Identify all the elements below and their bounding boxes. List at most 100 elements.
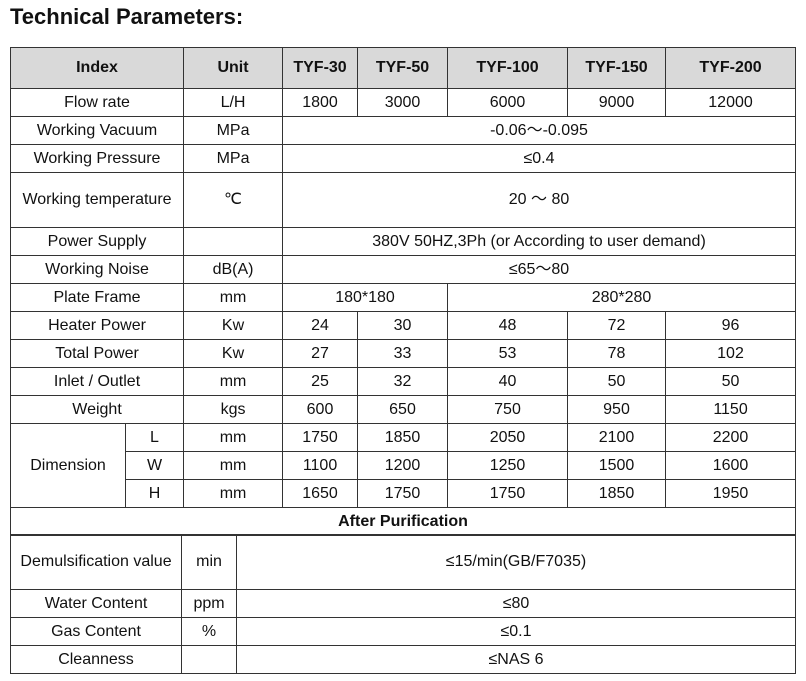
- cell: 750: [447, 395, 569, 424]
- cell: 6000: [447, 88, 569, 117]
- row: Working Vacuum MPa -0.06～-0.095: [9, 116, 797, 145]
- cell: 53: [447, 339, 569, 368]
- cell: ppm: [181, 589, 237, 618]
- cell: Working temperature: [9, 172, 185, 228]
- cell: TYF-150: [567, 47, 667, 89]
- row: Demulsification value min ≤15/min(GB/F7035…: [10, 534, 796, 590]
- cell: mm: [183, 283, 284, 312]
- row: Working temperature ℃ 20 ～ 80: [9, 172, 797, 228]
- cell: mm: [183, 479, 284, 508]
- cell: ≤15/min(GB/F7035): [236, 534, 796, 590]
- row: Power Supply 380V 50HZ,3Ph (or According …: [9, 227, 797, 256]
- row: Flow rate L/H 1800 3000 6000 9000 12000: [9, 88, 797, 117]
- cell: ℃: [183, 172, 284, 228]
- cell: 1600: [665, 451, 797, 480]
- section-title: After Purification: [9, 507, 797, 536]
- cell: 20 ～ 80: [282, 172, 797, 228]
- cell: 600: [282, 395, 359, 424]
- cell: %: [181, 617, 237, 646]
- title: Technical Parameters:: [10, 4, 244, 29]
- cell: W: [124, 451, 185, 480]
- row: Working Pressure MPa ≤0.4: [9, 144, 797, 173]
- cell: ≤65～80: [282, 255, 797, 284]
- cell: mm: [183, 423, 284, 452]
- cell: 33: [357, 339, 449, 368]
- spec-table: Index Unit TYF-30 TYF-50 TYF-100 TYF-150…: [9, 47, 797, 536]
- cell: 1650: [282, 479, 359, 508]
- cell: Working Vacuum: [9, 116, 185, 145]
- cell: Heater Power: [9, 311, 185, 340]
- cell: 25: [282, 367, 359, 396]
- cell: mm: [183, 367, 284, 396]
- purification-table: Demulsification value min ≤15/min(GB/F7035…: [10, 534, 796, 674]
- cell: 280*280: [447, 283, 797, 312]
- row: Working Noise dB(A) ≤65～80: [9, 255, 797, 284]
- cell: 1250: [447, 451, 569, 480]
- cell: 78: [567, 339, 667, 368]
- row: Water Content ppm ≤80: [10, 589, 796, 618]
- cell: 1850: [357, 423, 449, 452]
- cell: 2100: [567, 423, 667, 452]
- cell: 1150: [665, 395, 797, 424]
- cell: 50: [665, 367, 797, 396]
- cell: Kw: [183, 311, 284, 340]
- row: Inlet / Outlet mm 25 32 40 50 50: [9, 367, 797, 396]
- cell: Water Content: [10, 589, 182, 618]
- cell: Power Supply: [9, 227, 185, 256]
- cell: 50: [567, 367, 667, 396]
- cell: 650: [357, 395, 449, 424]
- cell: 1500: [567, 451, 667, 480]
- cell: 9000: [567, 88, 667, 117]
- cell: L/H: [183, 88, 284, 117]
- cell: Unit: [183, 47, 284, 89]
- header-row: Index Unit TYF-30 TYF-50 TYF-100 TYF-150…: [9, 47, 797, 89]
- cell: Gas Content: [10, 617, 182, 646]
- row: Heater Power Kw 24 30 48 72 96: [9, 311, 797, 340]
- cell: 12000: [665, 88, 797, 117]
- cell: Plate Frame: [9, 283, 185, 312]
- cell: L: [124, 423, 185, 452]
- cell: TYF-50: [357, 47, 449, 89]
- cell: 180*180: [282, 283, 449, 312]
- cell: 24: [282, 311, 359, 340]
- cell: 1750: [357, 479, 449, 508]
- cell: Working Pressure: [9, 144, 185, 173]
- cell: ≤0.1: [236, 617, 796, 646]
- cell: MPa: [183, 144, 284, 173]
- cell: 1100: [282, 451, 359, 480]
- cell: min: [181, 534, 237, 590]
- cell: Index: [9, 47, 185, 89]
- cell: Demulsification value: [10, 534, 182, 590]
- cell: 1800: [282, 88, 359, 117]
- cell: MPa: [183, 116, 284, 145]
- cell: TYF-200: [665, 47, 797, 89]
- cell: 1850: [567, 479, 667, 508]
- cell: Working Noise: [9, 255, 185, 284]
- cell: 32: [357, 367, 449, 396]
- cell: 96: [665, 311, 797, 340]
- cell: ≤0.4: [282, 144, 797, 173]
- cell: TYF-100: [447, 47, 569, 89]
- cell: Total Power: [9, 339, 185, 368]
- cell: 1750: [282, 423, 359, 452]
- cell: Kw: [183, 339, 284, 368]
- cell: 2050: [447, 423, 569, 452]
- cell: Flow rate: [9, 88, 185, 117]
- cell: 40: [447, 367, 569, 396]
- cell: ≤NAS 6: [236, 645, 796, 674]
- cell: -0.06～-0.095: [282, 116, 797, 145]
- cell: dB(A): [183, 255, 284, 284]
- cell: [183, 227, 284, 256]
- cell: 30: [357, 311, 449, 340]
- cell: Inlet / Outlet: [9, 367, 185, 396]
- cell: H: [124, 479, 185, 508]
- cell: 3000: [357, 88, 449, 117]
- cell: Weight: [9, 395, 185, 424]
- row: Gas Content% ≤0.1: [10, 617, 796, 646]
- cell: 2200: [665, 423, 797, 452]
- cell: 27: [282, 339, 359, 368]
